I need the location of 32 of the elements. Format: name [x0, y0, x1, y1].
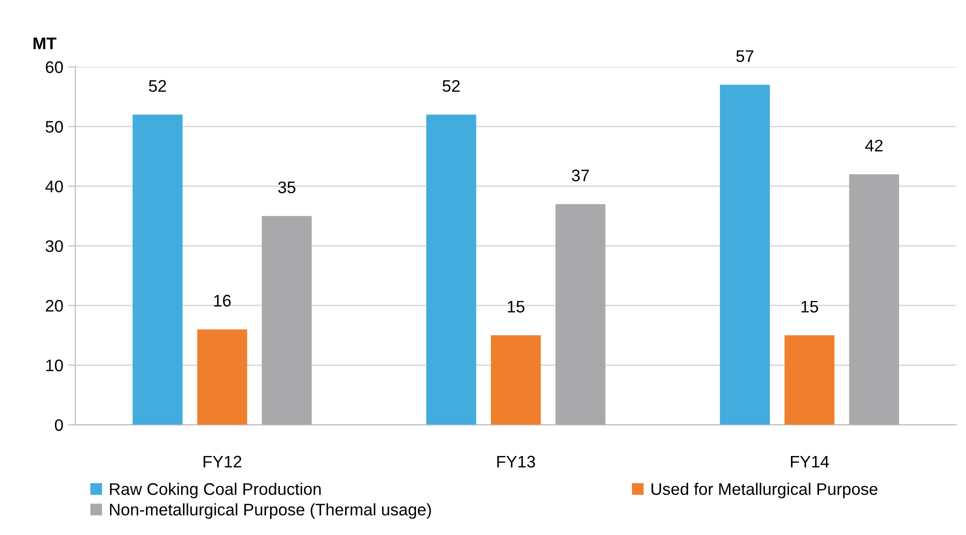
bar — [197, 329, 248, 425]
data-label: 15 — [508, 300, 524, 313]
bar — [720, 84, 770, 425]
y-tick-label: 30 — [46, 240, 63, 252]
data-label: 15 — [802, 300, 818, 313]
bar — [262, 216, 312, 425]
bar — [849, 174, 900, 425]
y-tick-label: 0 — [54, 419, 63, 431]
data-label: 52 — [148, 80, 166, 92]
bar — [555, 204, 606, 425]
x-tick-label: FY14 — [790, 456, 829, 468]
y-tick-label: 60 — [46, 61, 63, 74]
x-tick-label: FY13 — [497, 456, 536, 468]
data-label: 57 — [736, 50, 754, 62]
y-tick-label: 40 — [45, 180, 63, 192]
data-label: 35 — [278, 181, 296, 194]
data-label: 37 — [572, 170, 589, 182]
bar — [426, 114, 476, 425]
x-tick-label: FY12 — [204, 456, 242, 468]
y-tick-label: 20 — [46, 300, 63, 312]
legend-label: Non-metallurgical Purpose (Thermal usage) — [110, 503, 431, 519]
bar — [132, 114, 183, 425]
y-tick-label: 50 — [46, 120, 63, 133]
data-label: 52 — [442, 80, 460, 92]
y-axis-title: MT — [34, 38, 56, 50]
legend-label: Raw Coking Coal Production — [110, 482, 321, 498]
data-label: 42 — [865, 140, 883, 152]
legend-label: Used for Metallurgical Purpose — [652, 482, 878, 498]
data-label: 16 — [214, 294, 231, 307]
bar — [784, 335, 834, 425]
y-tick-label: 10 — [46, 360, 63, 372]
bar — [490, 335, 541, 425]
